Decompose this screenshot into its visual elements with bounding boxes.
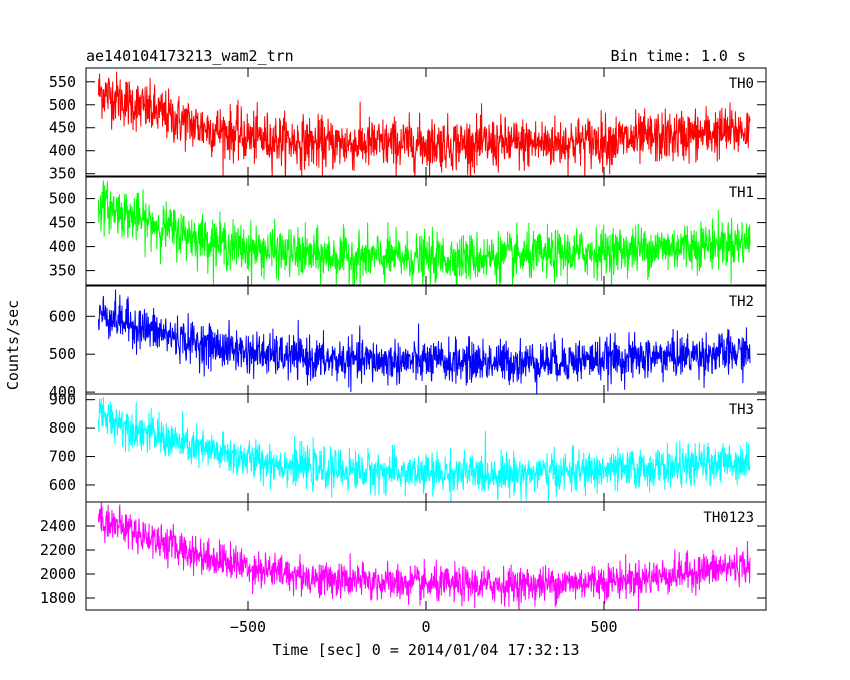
x-tick-label: 500 (590, 618, 617, 636)
series-line-th0123 (97, 502, 751, 610)
x-tick-label: 0 (421, 618, 430, 636)
y-tick-label: 600 (49, 307, 76, 325)
y-axis-label: Counts/sec (4, 300, 22, 390)
panel-label: TH1 (729, 185, 754, 201)
chart-title-right: Bin time: 1.0 s (611, 47, 746, 65)
panel-label: TH3 (729, 402, 754, 418)
y-tick-label: 350 (49, 262, 76, 280)
panel-th2: 400 500 600 TH2 (49, 285, 767, 401)
panel-label: TH2 (729, 294, 754, 310)
y-tick-label: 450 (49, 119, 76, 137)
y-tick-label: 500 (49, 190, 76, 208)
y-tick-label: 2400 (40, 517, 76, 535)
y-tick-label: 350 (49, 165, 76, 183)
y-tick-label: 550 (49, 73, 76, 91)
panel-label: TH0 (729, 76, 754, 92)
x-tick-labels: −500 0 500 (230, 618, 618, 636)
y-tick-label: 450 (49, 214, 76, 232)
y-tick-label: 900 (49, 391, 76, 409)
y-tick-label: 700 (49, 448, 76, 466)
y-tick-label: 500 (49, 96, 76, 114)
panel-th3: 600 700 800 900 TH3 (49, 391, 767, 503)
panel-th0: 350 400 450 500 550 TH0 (49, 67, 767, 183)
y-tick-label: 400 (49, 383, 76, 401)
panels: 350 400 450 500 550 TH0 350 400 450 500 TH1 400 500 6… (40, 67, 767, 611)
y-tick-label: 800 (49, 419, 76, 437)
series-line-th0 (97, 71, 751, 176)
series-line-th3 (97, 397, 751, 502)
panel-label: TH0123 (703, 510, 754, 526)
panel-th1: 350 400 450 500 TH1 (49, 176, 767, 286)
y-tick-label: 600 (49, 476, 76, 494)
x-tick-label: −500 (230, 618, 266, 636)
chart-title-left: ae140104173213_wam2_trn (86, 47, 294, 65)
series-line-th2 (97, 289, 751, 394)
panel-th0123: 1800 2000 2200 2400 TH0123 (40, 501, 767, 611)
series-line-th1 (97, 180, 751, 285)
y-tick-label: 2000 (40, 565, 76, 583)
y-tick-label: 500 (49, 345, 76, 363)
y-tick-label: 400 (49, 238, 76, 256)
y-tick-label: 1800 (40, 589, 76, 607)
y-tick-label: 400 (49, 142, 76, 160)
x-axis-label: Time [sec] 0 = 2014/01/04 17:32:13 (272, 641, 579, 659)
y-tick-label: 2200 (40, 541, 76, 559)
